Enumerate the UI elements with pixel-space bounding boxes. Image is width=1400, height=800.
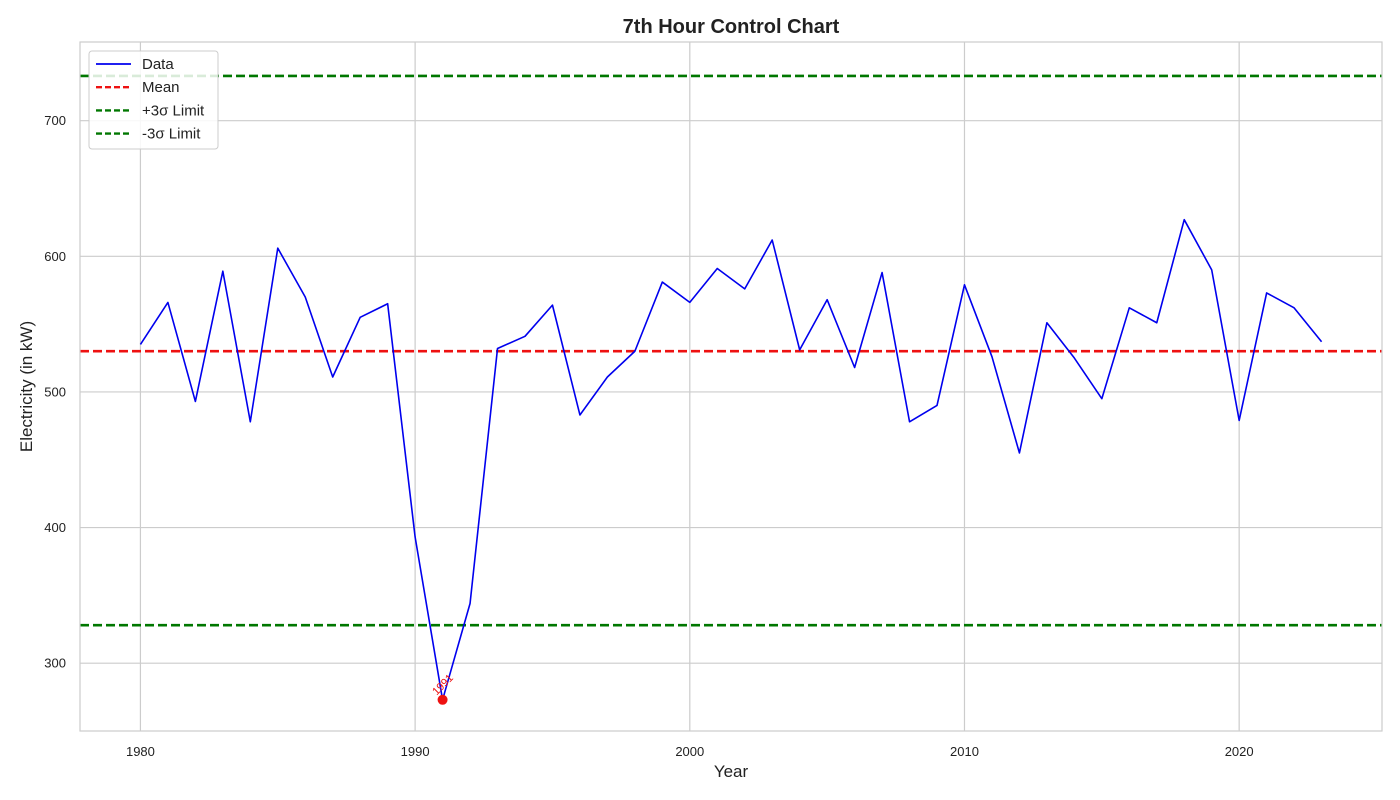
plot-frame [79,41,1383,732]
y-tick-label: 600 [44,249,66,264]
tick-labels: 1980 1990 2000 2010 2020 300 400 500 600 700 [44,113,1253,759]
legend-label: -3σ Limit [142,126,201,143]
data-point [469,602,471,604]
data-point [936,404,938,406]
data-point [1183,218,1185,220]
x-axis-label: Year [714,762,749,781]
data-point [332,376,334,378]
data-point [1046,322,1048,324]
data-point [826,298,828,300]
legend-box [88,50,219,150]
data-point [744,288,746,290]
data-point [606,376,608,378]
x-tick-label: 2020 [1225,744,1254,759]
data-point [689,301,691,303]
x-tick-label: 1980 [126,744,155,759]
data-point [1073,357,1075,359]
data-point [414,536,416,538]
data-point [1128,307,1130,309]
data-point [908,421,910,423]
data-point [277,247,279,249]
data-point [579,414,581,416]
y-tick-label: 300 [44,656,66,671]
data-line [139,218,1323,701]
data-series [139,218,1323,701]
data-point [716,267,718,269]
data-point [524,335,526,337]
data-point [359,316,361,318]
data-point [1238,419,1240,421]
data-point [798,349,800,351]
data-point [222,270,224,272]
y-tick-label: 700 [44,113,66,128]
chart-title: 7th Hour Control Chart [623,16,840,38]
data-point [853,366,855,368]
outlier-point [437,694,448,705]
data-point [304,296,306,298]
data-point [963,284,965,286]
data-point [991,355,993,357]
legend: Data Mean +3σ Limit -3σ Limit [88,50,219,150]
plot-area [80,42,1382,731]
reference-lines [80,74,1382,627]
x-tick-label: 2000 [675,744,704,759]
data-point [661,281,663,283]
legend-label: +3σ Limit [142,102,205,119]
data-point [1156,322,1158,324]
data-point [249,421,251,423]
data-point [551,304,553,306]
data-point [771,239,773,241]
y-tick-label: 500 [44,384,66,399]
y-axis-label: Electricity (in kW) [17,321,36,452]
data-point [1018,452,1020,454]
data-point [496,347,498,349]
data-point [634,350,636,352]
data-point [194,400,196,402]
legend-label: Data [142,56,174,73]
data-point [1293,307,1295,309]
data-point [1265,292,1267,294]
grid-lines [80,42,1382,731]
legend-items: Data Mean +3σ Limit -3σ Limit [96,56,205,143]
data-point [1101,398,1103,400]
data-point [167,301,169,303]
x-tick-label: 1990 [401,744,430,759]
data-point [1320,341,1322,343]
data-point [881,271,883,273]
data-point [139,343,141,345]
data-point [1210,269,1212,271]
data-point [386,303,388,305]
legend-label: Mean [142,79,180,96]
y-tick-label: 400 [44,520,66,535]
x-tick-label: 2010 [950,744,979,759]
